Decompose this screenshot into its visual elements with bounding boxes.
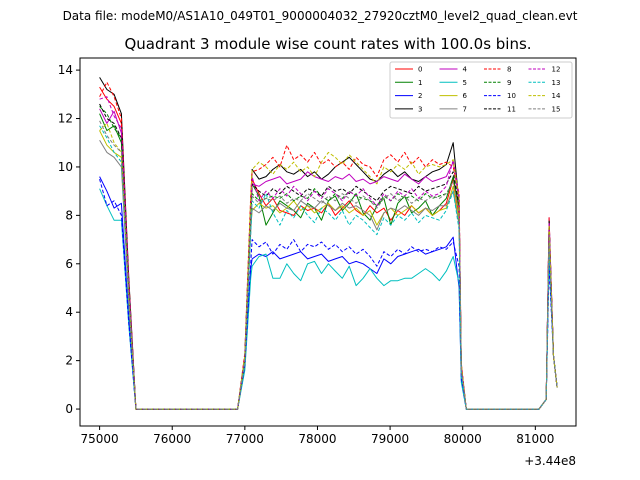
x-tick-label: 79000 — [371, 432, 409, 446]
legend-label: 4 — [463, 66, 468, 74]
plot-lines — [99, 77, 558, 410]
legend-label: 11 — [507, 105, 516, 113]
y-tick-label: 12 — [58, 112, 73, 126]
legend-label: 15 — [552, 105, 561, 113]
x-tick-label: 81000 — [516, 432, 554, 446]
data-file-suptitle: Data file: modeM0/AS1A10_049T01_90000040… — [63, 9, 578, 23]
legend-label: 2 — [418, 92, 422, 100]
x-tick-label: 78000 — [298, 432, 336, 446]
y-tick-label: 2 — [65, 354, 73, 368]
legend-label: 1 — [418, 79, 422, 87]
legend-label: 6 — [463, 92, 468, 100]
y-tick-label: 8 — [65, 208, 73, 222]
x-tick-label: 75000 — [81, 432, 119, 446]
series-line-10 — [99, 178, 558, 410]
legend-label: 14 — [552, 92, 561, 100]
legend-label: 0 — [418, 66, 422, 74]
x-offset-label: +3.44e8 — [524, 454, 576, 468]
x-tick-label: 77000 — [226, 432, 264, 446]
legend-box — [389, 61, 573, 119]
series-line-15 — [99, 120, 558, 410]
series-line-5 — [99, 188, 558, 410]
x-tick-label: 80000 — [444, 432, 482, 446]
y-tick-label: 4 — [65, 305, 73, 319]
legend-label: 7 — [463, 105, 467, 113]
chart-title: Quadrant 3 module wise count rates with … — [124, 35, 531, 53]
x-tick-label: 76000 — [153, 432, 191, 446]
legend-label: 13 — [552, 79, 561, 87]
legend-label: 9 — [507, 79, 511, 87]
y-axis: 0 2 4 6 8 10 12 14 — [58, 63, 80, 416]
legend-label: 5 — [463, 79, 467, 87]
legend-label: 10 — [507, 92, 516, 100]
y-tick-label: 6 — [65, 257, 73, 271]
legend-label: 8 — [507, 66, 511, 74]
legend-label: 3 — [418, 105, 422, 113]
y-tick-label: 10 — [58, 160, 73, 174]
y-tick-label: 14 — [58, 63, 73, 77]
y-tick-label: 0 — [65, 402, 73, 416]
legend-label: 12 — [552, 66, 561, 74]
x-axis: 75000 76000 77000 78000 79000 80000 81000 — [81, 426, 554, 446]
plot-frame — [79, 57, 577, 427]
